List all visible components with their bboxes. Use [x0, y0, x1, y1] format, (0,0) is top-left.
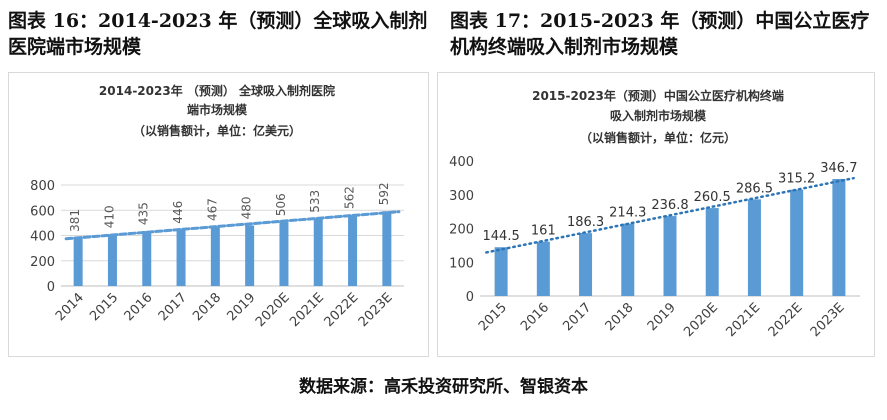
data-label: 467	[205, 198, 219, 221]
data-label: 346.7	[820, 161, 857, 176]
x-tick-label: 2022E	[322, 290, 362, 330]
chart-panel-global: 2014-2023年 （预测） 全球吸入制剂医院 端市场规模 （以销售额计，单位：亿…	[8, 72, 429, 357]
data-label: 161	[531, 224, 556, 239]
x-tick-label: 2016	[518, 300, 552, 334]
chart-china-inhaler-market: 2015-2023年（预测）中国公立医疗机构终端吸入制剂市场规模 （以销售额计，单…	[449, 88, 860, 340]
bar	[176, 229, 186, 286]
bar	[348, 215, 358, 286]
x-tick-label: 2018	[603, 300, 637, 334]
bar	[245, 225, 255, 286]
x-tick-label: 2014	[53, 290, 87, 324]
x-tick-label: 2017	[156, 290, 190, 324]
bar	[279, 222, 289, 286]
figure-caption-right: 图表 17：2015-2023 年（预测）中国公立医疗机构终端吸入制剂市场规模	[450, 10, 870, 58]
bar	[536, 241, 550, 296]
x-tick-label: 2018	[190, 290, 224, 324]
y-tick-label: 600	[30, 204, 55, 219]
chart-title-line1: 2014-2023年 （预测） 全球吸入制剂医院	[99, 83, 335, 98]
data-label: 381	[68, 209, 82, 232]
trendline	[64, 210, 401, 241]
x-tick-label: 2023E	[808, 300, 848, 340]
chart-subtitle: （以销售额计，单位：亿元）	[580, 130, 736, 145]
y-tick-label: 0	[47, 280, 55, 295]
x-tick-label: 2015	[87, 290, 121, 324]
bar	[621, 223, 635, 296]
data-label: 236.8	[651, 198, 688, 213]
bar	[210, 227, 220, 286]
x-tick-label: 2020E	[681, 300, 721, 340]
data-label: 214.3	[609, 206, 646, 221]
y-tick-label: 200	[30, 255, 55, 270]
bar	[313, 218, 323, 286]
bar	[832, 178, 846, 296]
y-tick-label: 400	[449, 155, 474, 170]
bar	[747, 199, 761, 296]
x-tick-label: 2022E	[766, 300, 806, 340]
data-label: 446	[171, 201, 185, 224]
x-tick-label: 2021E	[287, 290, 327, 330]
x-tick-label: 2023E	[356, 290, 396, 330]
chart-global-inhaler-market: 2014-2023年 （预测） 全球吸入制剂医院端市场规模 （以销售额计，单位：亿…	[30, 83, 404, 330]
data-label: 286.5	[736, 181, 773, 196]
chart-title-line2: 端市场规模	[187, 102, 248, 117]
figure-caption-left: 图表 16：2014-2023 年（预测）全球吸入制剂医院端市场规模	[8, 10, 428, 58]
data-label: 506	[274, 193, 288, 216]
y-tick-label: 800	[30, 179, 55, 194]
data-label: 480	[240, 196, 254, 219]
chart-title-line1: 2015-2023年（预测）中国公立医疗机构终端	[532, 88, 784, 103]
chart-panel-china: 2015-2023年（预测）中国公立医疗机构终端 吸入制剂市场规模 （以销售额计，单…	[437, 72, 875, 357]
x-tick-label: 2015	[476, 300, 510, 334]
bar	[790, 189, 804, 296]
y-tick-label: 100	[449, 256, 474, 271]
bar	[107, 234, 117, 286]
data-label: 410	[102, 205, 116, 228]
chart-subtitle: （以销售额计，单位：亿美元）	[133, 123, 301, 138]
data-label: 435	[137, 202, 151, 225]
bar	[73, 237, 83, 286]
bar	[142, 231, 152, 286]
trendline	[485, 176, 855, 254]
bar	[579, 233, 593, 296]
x-tick-label: 2017	[560, 300, 594, 334]
data-label: 186.3	[567, 215, 604, 230]
data-label: 315.2	[778, 172, 815, 187]
data-label: 592	[377, 182, 391, 205]
x-tick-label: 2019	[645, 300, 679, 334]
data-label: 144.5	[483, 229, 520, 244]
x-tick-label: 2021E	[723, 300, 763, 340]
bar	[663, 216, 677, 296]
y-tick-label: 300	[449, 189, 474, 204]
y-tick-label: 200	[449, 223, 474, 238]
data-label: 533	[308, 190, 322, 213]
x-tick-label: 2020E	[253, 290, 293, 330]
data-label: 562	[343, 186, 357, 209]
data-source-note: 数据来源：高禾投资研究所、智银资本	[299, 377, 588, 397]
chart-title-line2: 吸入制剂市场规模	[610, 108, 707, 123]
bar	[382, 211, 392, 286]
y-tick-label: 400	[30, 230, 55, 245]
x-tick-label: 2016	[122, 290, 156, 324]
bar	[705, 208, 719, 296]
data-label: 260.5	[694, 190, 731, 205]
y-tick-label: 0	[466, 290, 474, 305]
bar	[494, 247, 508, 296]
